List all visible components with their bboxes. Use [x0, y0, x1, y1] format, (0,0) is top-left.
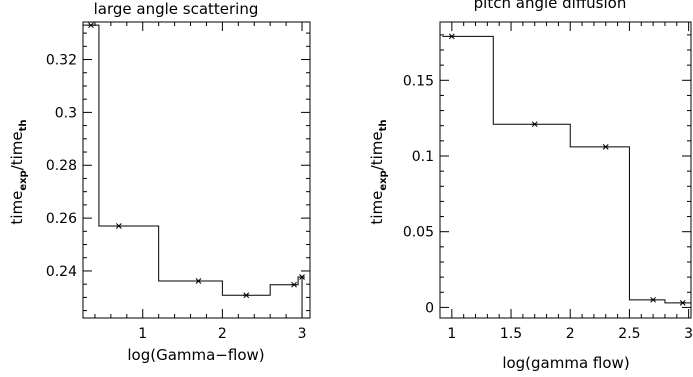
- chart-title: pitch angle diffusion: [474, 0, 627, 12]
- plot-frame: [439, 21, 692, 319]
- x-tick-label: 2.5: [618, 326, 640, 342]
- ticks: [83, 22, 310, 318]
- x-tick-label: 3: [684, 326, 693, 342]
- y-tick-label: 0.1: [412, 149, 434, 165]
- plot-frame: [82, 21, 311, 319]
- y-tick-labels: 0 0.05 0.1 0.15: [403, 73, 434, 316]
- x-tick-label: 1: [447, 326, 456, 342]
- step-line: [442, 35, 691, 304]
- x-tick-label: 3: [298, 326, 307, 342]
- data-points: [87, 22, 306, 299]
- y-axis-label: timeexp/timeth: [368, 119, 389, 224]
- data-point: [679, 300, 686, 306]
- x-tick-labels: 1 1.5 2 2.5 3: [447, 326, 693, 342]
- data-point: [650, 296, 657, 303]
- data-point: [87, 22, 94, 29]
- x-axis-label: log(gamma flow): [502, 354, 629, 372]
- x-axis-label: log(Gamma−flow): [127, 346, 264, 364]
- x-tick-label: 2: [218, 326, 227, 342]
- y-tick-label: 0: [425, 300, 434, 316]
- x-tick-label: 1: [138, 326, 147, 342]
- data-point: [291, 281, 298, 288]
- y-tick-label: 0.3: [55, 105, 77, 121]
- data-point: [115, 223, 122, 229]
- y-tick-label: 0.32: [46, 53, 77, 69]
- chart-title: large angle scattering: [94, 0, 259, 18]
- chart-large-angle-scattering: large angle scattering 0.240.260.280.30.…: [8, 0, 311, 364]
- x-tick-labels: 1 2 3: [138, 326, 306, 342]
- x-tick-label: 1.5: [500, 326, 522, 342]
- data-point: [602, 144, 609, 150]
- y-tick-label: 0.05: [403, 225, 434, 241]
- y-tick-label: 0.24: [46, 264, 77, 280]
- y-tick-label: 0.26: [46, 211, 77, 227]
- data-point: [195, 278, 202, 284]
- y-axis-label: timeexp/timeth: [8, 119, 29, 224]
- data-points: [448, 33, 686, 306]
- chart-pitch-angle-diffusion: pitch angle diffusion 0 0.05 0.1 0.15 1 1.5 2…: [368, 0, 693, 372]
- y-tick-labels: 0.24 0.26 0.28 0.3 0.32: [46, 53, 77, 280]
- step-line: [83, 24, 303, 318]
- data-point: [531, 121, 538, 128]
- data-point: [299, 274, 306, 280]
- data-point: [243, 292, 250, 299]
- x-tick-label: 2: [566, 326, 575, 342]
- y-tick-label: 0.15: [403, 73, 434, 89]
- data-point: [448, 33, 455, 40]
- ticks: [440, 22, 691, 318]
- y-tick-label: 0.28: [46, 158, 77, 174]
